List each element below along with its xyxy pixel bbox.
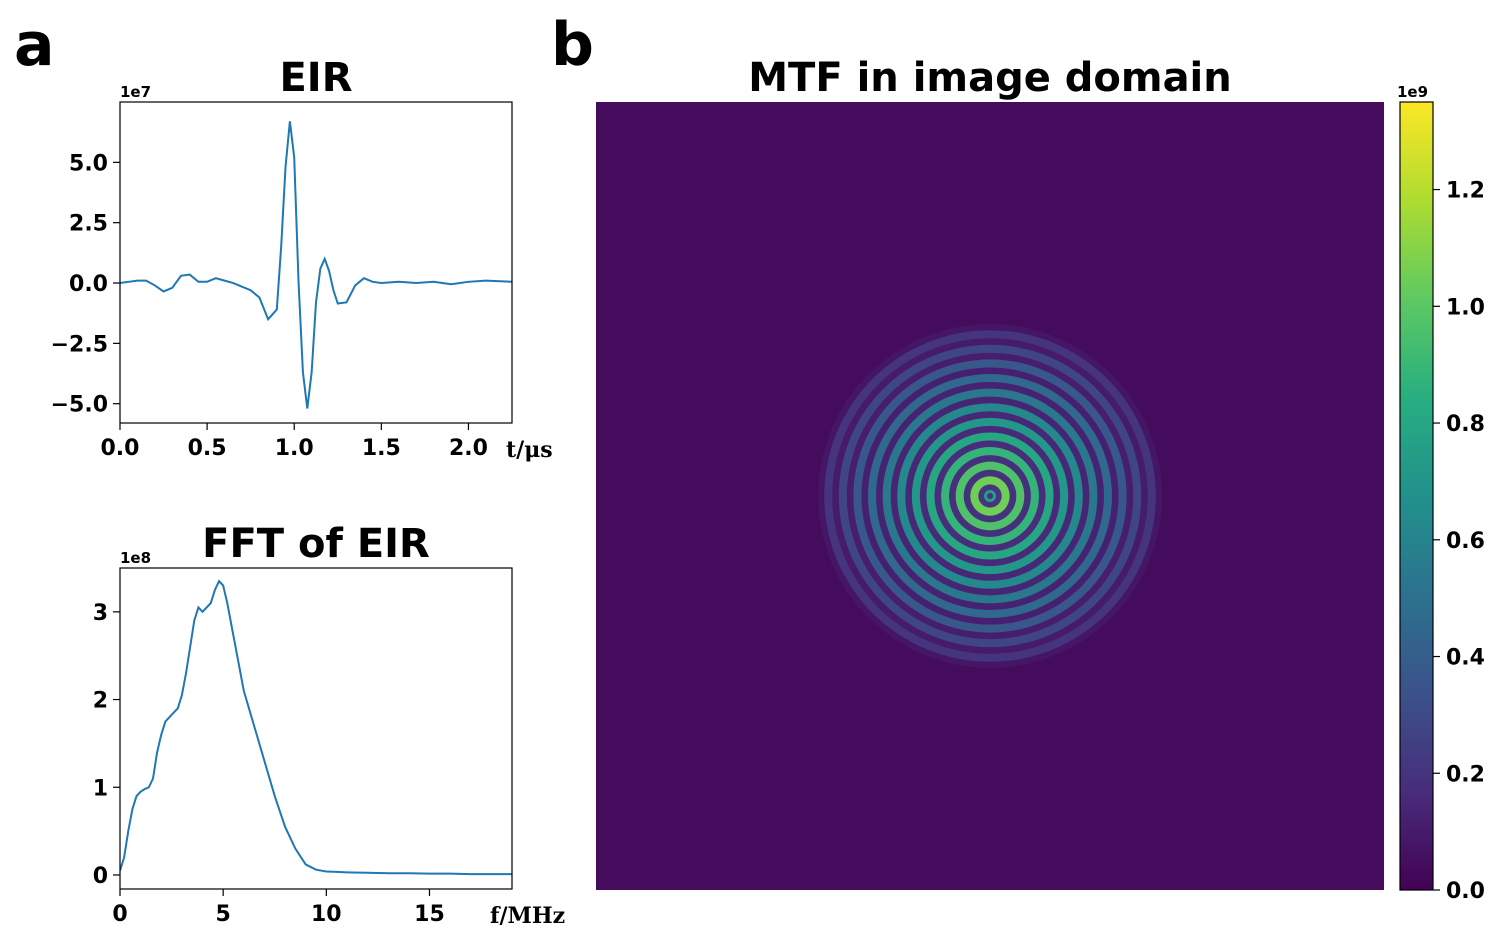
- mtf-chart: MTF in image domain 1e9 0.0 0.2 0.4 0.6 0.8 1…: [596, 55, 1485, 904]
- fft-axes-frame: [119, 567, 513, 890]
- colorbar-tick-label: 0.6: [1446, 529, 1485, 554]
- mtf-title: MTF in image domain: [748, 55, 1232, 101]
- eir-x-tick-label: 2.0: [449, 436, 488, 461]
- eir-x-tick-label: 1.5: [362, 436, 401, 461]
- eir-series-line: [120, 121, 512, 409]
- eir-x-tick-label: 0.5: [188, 436, 227, 461]
- colorbar-tick-label: 0.2: [1446, 762, 1485, 787]
- mtf-center-dot: [987, 493, 993, 499]
- colorbar-offset-label: 1e9: [1397, 83, 1428, 101]
- panel-a-letter: a: [14, 10, 55, 80]
- eir-y-offset-label: 1e7: [120, 83, 151, 101]
- colorbar-frame: [1399, 101, 1434, 891]
- colorbar-tick-label: 0.0: [1446, 879, 1485, 904]
- eir-y-tick-label: −5.0: [51, 393, 108, 418]
- fft-x-tick-label: 0: [112, 902, 127, 927]
- eir-y-tick-label: 0.0: [69, 272, 108, 297]
- fft-y-ticks: 3 2 1 0: [93, 601, 120, 889]
- fft-x-label: f/MHz: [490, 903, 565, 929]
- eir-x-label: t/μs: [506, 437, 553, 463]
- fft-x-tick-label: 15: [414, 902, 445, 927]
- eir-title: EIR: [279, 55, 352, 101]
- colorbar-tick-label: 1.0: [1446, 295, 1485, 320]
- panel-b-letter: b: [551, 10, 594, 80]
- fft-x-tick-label: 10: [311, 902, 342, 927]
- fft-title: FFT of EIR: [202, 521, 430, 567]
- fft-y-offset-label: 1e8: [120, 549, 151, 567]
- eir-axes-frame: [119, 101, 513, 424]
- eir-y-tick-label: 2.5: [69, 212, 108, 237]
- eir-y-tick-label: −2.5: [51, 332, 108, 357]
- eir-x-tick-label: 1.0: [275, 436, 314, 461]
- eir-y-ticks: 5.0 2.5 0.0 −2.5 −5.0: [51, 151, 120, 418]
- fft-series-line: [120, 579, 512, 876]
- colorbar-gradient: [1400, 102, 1433, 890]
- colorbar-tick-label: 0.4: [1446, 646, 1485, 671]
- fft-y-tick-label: 3: [93, 601, 108, 626]
- colorbar-tick-label: 1.2: [1446, 179, 1485, 204]
- fft-x-tick-label: 5: [216, 902, 231, 927]
- eir-x-tick-label: 0.0: [101, 436, 140, 461]
- eir-chart: EIR 1e7 5.0 2.5 0.0 −2.5 −5.0 0.0 0.5 1.0 1.5 2.…: [51, 55, 553, 463]
- fft-y-tick-label: 0: [93, 864, 108, 889]
- eir-x-ticks: 0.0 0.5 1.0 1.5 2.0: [101, 423, 488, 461]
- fft-x-ticks: 0 5 10 15: [112, 889, 445, 927]
- eir-y-tick-label: 5.0: [69, 151, 108, 176]
- fft-y-tick-label: 2: [93, 689, 108, 714]
- mtf-rings: [818, 324, 1162, 668]
- colorbar-tick-label: 0.8: [1446, 412, 1485, 437]
- fft-y-tick-label: 1: [93, 776, 108, 801]
- colorbar-ticks: 0.0 0.2 0.4 0.6 0.8 1.0 1.2: [1433, 179, 1485, 904]
